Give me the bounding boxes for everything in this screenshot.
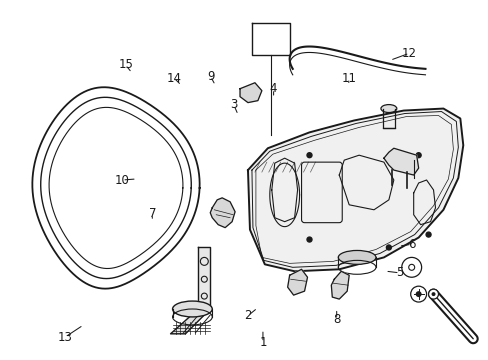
- Circle shape: [346, 252, 351, 257]
- Polygon shape: [247, 109, 462, 271]
- Polygon shape: [331, 271, 348, 299]
- Ellipse shape: [172, 301, 212, 317]
- Ellipse shape: [338, 251, 375, 264]
- Text: 4: 4: [269, 82, 277, 95]
- Circle shape: [306, 237, 311, 242]
- Polygon shape: [383, 148, 418, 175]
- Text: 8: 8: [332, 313, 340, 326]
- Circle shape: [386, 245, 390, 250]
- Circle shape: [425, 232, 430, 237]
- Text: 5: 5: [395, 266, 403, 279]
- Text: 9: 9: [206, 70, 214, 83]
- Text: 12: 12: [401, 47, 416, 60]
- Circle shape: [431, 292, 435, 296]
- Circle shape: [427, 289, 438, 299]
- Text: 1: 1: [259, 336, 266, 349]
- Text: 11: 11: [341, 72, 356, 85]
- Circle shape: [415, 291, 421, 297]
- Polygon shape: [170, 309, 210, 334]
- Polygon shape: [287, 269, 307, 295]
- Polygon shape: [240, 83, 262, 103]
- Text: 2: 2: [244, 309, 251, 322]
- Text: 7: 7: [148, 207, 156, 220]
- Text: 15: 15: [118, 58, 133, 72]
- Circle shape: [306, 153, 311, 158]
- Ellipse shape: [380, 105, 396, 113]
- Text: 6: 6: [407, 238, 415, 251]
- Text: 10: 10: [115, 174, 129, 186]
- Circle shape: [415, 153, 420, 158]
- Text: 13: 13: [58, 331, 72, 344]
- Text: 3: 3: [230, 99, 237, 112]
- Polygon shape: [198, 247, 210, 309]
- Text: 14: 14: [166, 72, 181, 85]
- Polygon shape: [210, 198, 235, 228]
